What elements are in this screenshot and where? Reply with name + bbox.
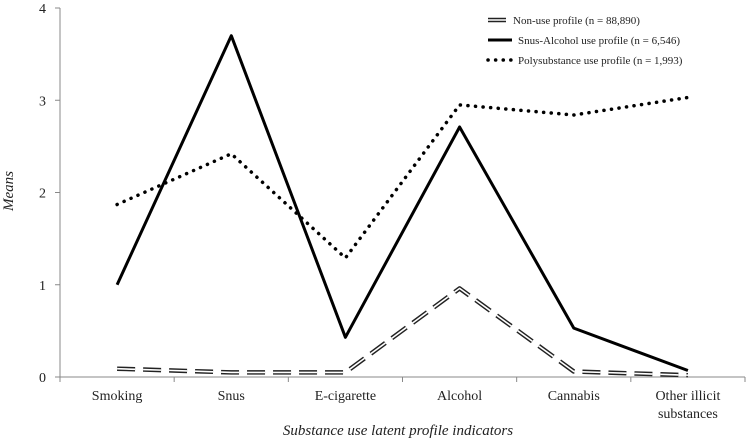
legend-item-3: Polysubstance use profile (n = 1,993) — [486, 55, 683, 67]
series-1 — [117, 286, 688, 378]
x-axis-title: Substance use latent profile indicators — [283, 423, 513, 439]
legend-item-2: Snus-Alcohol use profile (n = 6,546) — [488, 35, 680, 47]
y-tick-label: 4 — [39, 2, 46, 17]
x-tick-label: Smoking — [92, 389, 143, 404]
legend-label: Non-use profile (n = 88,890) — [513, 15, 640, 27]
y-tick-label: 0 — [39, 371, 46, 386]
legend: Non-use profile (n = 88,890) Snus-Alcohol… — [486, 15, 683, 67]
x-axis: Smoking Snus E-cigarette Alcohol Cannabis Oth… — [59, 376, 746, 422]
series-2 — [115, 34, 689, 372]
series-line — [115, 34, 689, 372]
legend-label: Polysubstance use profile (n = 1,993) — [518, 55, 683, 67]
x-tick-label: Other illicit substances — [655, 389, 720, 422]
x-tick-label: Snus — [218, 389, 245, 404]
x-tick-label: Alcohol — [437, 389, 482, 404]
series-line-outline — [117, 286, 688, 378]
y-tick-label: 2 — [39, 187, 46, 202]
y-tick-label: 3 — [39, 94, 46, 109]
x-tick-label: Cannabis — [548, 389, 600, 404]
y-tick-label: 1 — [39, 279, 46, 294]
legend-item-1: Non-use profile (n = 88,890) — [488, 15, 640, 27]
x-tick-label: E-cigarette — [315, 389, 376, 404]
y-axis-title: Means — [1, 171, 17, 212]
y-axis: 0 1 2 3 4 — [39, 2, 61, 386]
legend-label: Snus-Alcohol use profile (n = 6,546) — [518, 35, 680, 47]
series-line — [117, 287, 688, 376]
series-layer — [115, 34, 690, 378]
